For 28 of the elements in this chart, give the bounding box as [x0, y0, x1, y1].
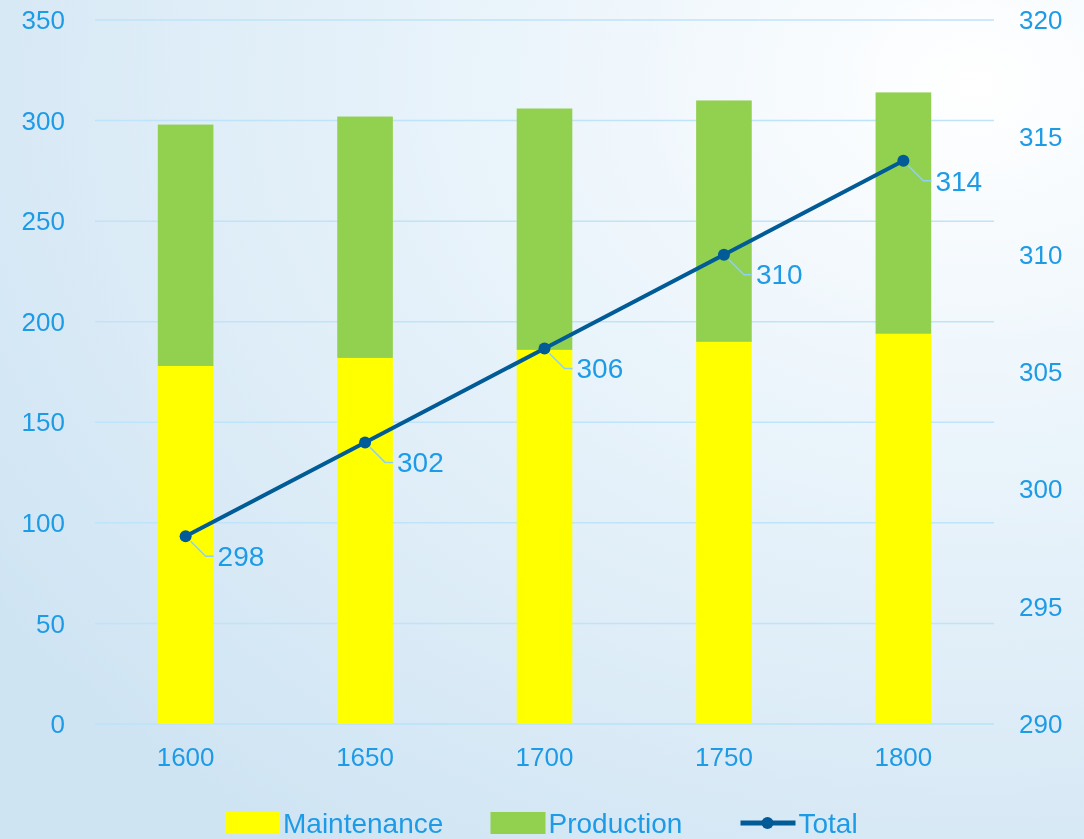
x-tick-label: 1700 — [515, 742, 574, 772]
y2-tick-label: 295 — [1019, 591, 1063, 622]
data-label: 314 — [935, 165, 983, 197]
data-label: 302 — [397, 447, 444, 479]
y2-tick-label: 315 — [1019, 122, 1063, 153]
x-tick-label: 1600 — [156, 742, 215, 772]
data-label: 306 — [576, 353, 624, 385]
y-tick-label: 250 — [21, 206, 65, 237]
y2-tick-label: 305 — [1019, 357, 1063, 388]
y-tick-label: 50 — [36, 608, 65, 639]
y-tick-label: 200 — [21, 306, 65, 337]
legend-label: Total — [798, 807, 858, 839]
x-tick-label: 1750 — [695, 742, 753, 772]
y-tick-label: 100 — [21, 507, 65, 538]
data-label: 310 — [755, 259, 803, 291]
legend-label: Maintenance — [283, 807, 444, 839]
x-tick-label: 1800 — [874, 742, 933, 772]
legend-label: Production — [548, 807, 683, 839]
y2-tick-label: 320 — [1019, 5, 1063, 36]
x-tick-label: 1650 — [336, 742, 394, 772]
y2-tick-label: 300 — [1019, 474, 1063, 505]
y-tick-label: 350 — [21, 5, 65, 36]
data-label: 298 — [217, 541, 265, 573]
y2-tick-label: 290 — [1019, 709, 1063, 740]
y-tick-label: 300 — [21, 105, 65, 136]
y-tick-label: 0 — [50, 709, 65, 740]
y-tick-label: 150 — [21, 407, 65, 438]
y2-tick-label: 310 — [1019, 239, 1063, 270]
